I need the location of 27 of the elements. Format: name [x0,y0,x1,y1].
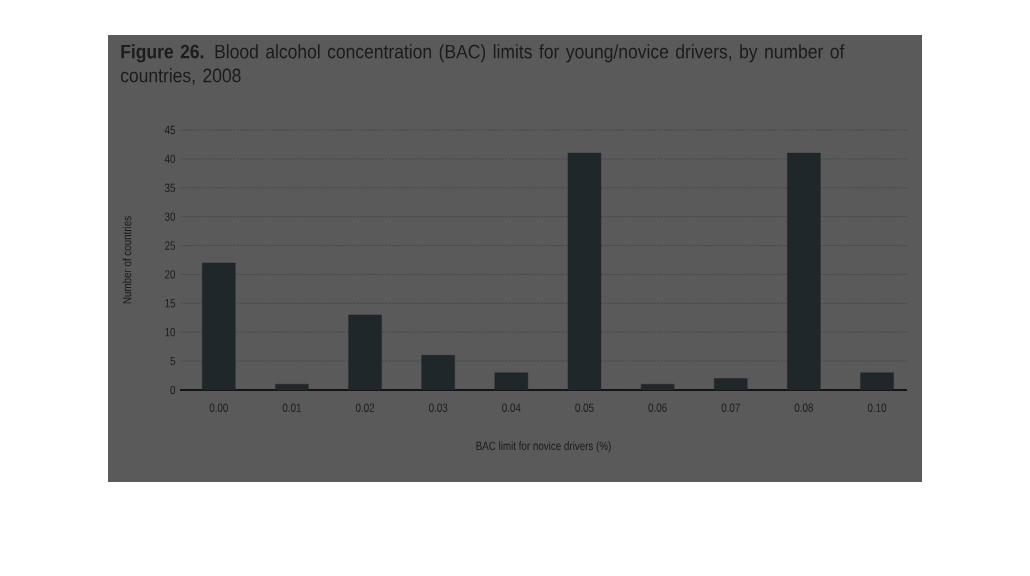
x-axis-title: BAC limit for novice drivers (%) [476,441,611,453]
x-tick-label: 0.03 [429,403,448,412]
bar [860,372,894,391]
x-tick-label: 0.02 [355,403,375,412]
x-tick-label: 0.04 [502,403,521,412]
x-tick-label: 0.00 [209,403,228,412]
y-tick-label: 45 [164,125,176,135]
y-tick-label: 35 [164,183,176,192]
bar [714,378,748,391]
y-tick-label: 5 [170,356,176,366]
chart-title: Figure 26. Blood alcohol concentration (BAC) limits for young/novice drivers, by number of countries, 2008 [120,44,845,85]
x-tick-label: 0.10 [867,403,887,412]
bar [640,384,675,391]
x-tick-label: 0.01 [282,403,301,412]
bar [275,384,309,391]
y-axis-title: Number of countries [122,216,132,304]
y-tick-label: 0 [170,385,176,395]
y-tick-label: 40 [164,154,176,164]
x-tick-label: 0.07 [721,403,740,412]
bar [494,372,529,391]
y-tick-label: 25 [165,241,176,250]
x-tick-label: 0.06 [648,403,667,412]
x-tick-label: 0.05 [575,403,594,412]
y-tick-label: 15 [165,299,176,308]
y-tick-label: 10 [165,327,176,337]
y-tick-label: 30 [164,212,176,221]
x-tick-label: 0.08 [794,403,813,412]
